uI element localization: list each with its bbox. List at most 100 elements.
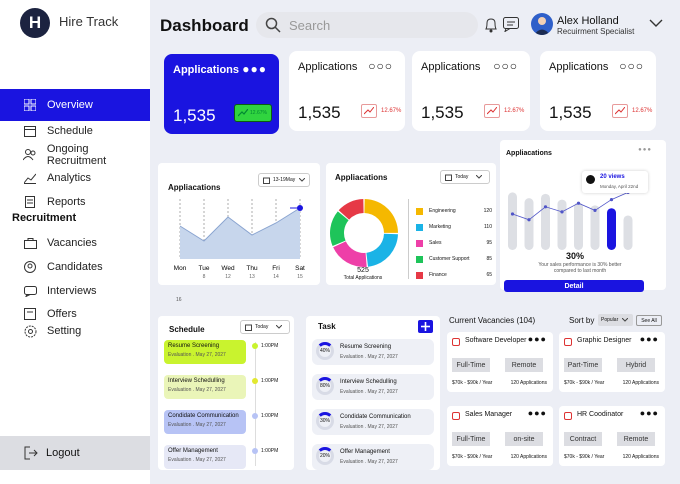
vacancy-salary: $70k - $90k / Year bbox=[564, 454, 605, 460]
search-input[interactable]: Search bbox=[256, 12, 478, 38]
message-icon[interactable] bbox=[503, 17, 519, 32]
task-item[interactable]: 80% Interview Schedulling Evaluation . May… bbox=[312, 374, 434, 400]
stat-card-highlight[interactable]: Applications ●●● 1,535 12.67% bbox=[164, 54, 279, 134]
progress-ring: 40% bbox=[316, 342, 334, 360]
trend-point bbox=[609, 198, 614, 202]
vacancy-tag: Part-Time bbox=[564, 358, 602, 372]
more-icon[interactable]: ●●● bbox=[639, 334, 659, 344]
nav-item-analytics[interactable]: Analytics bbox=[0, 167, 150, 189]
schedule-time: 1:00PM bbox=[261, 448, 279, 454]
nav-item-setting[interactable]: Setting bbox=[0, 320, 150, 342]
more-icon[interactable]: ●●● bbox=[638, 147, 652, 153]
more-icon[interactable]: ○○○ bbox=[368, 59, 393, 73]
schedule-item[interactable]: Resume Screening Evaluation . May 27, 202… bbox=[164, 340, 246, 364]
task-item[interactable]: 30% Condidate Communication Evaluation . M… bbox=[312, 409, 434, 435]
bell-icon[interactable] bbox=[484, 17, 498, 33]
more-icon[interactable]: ●●● bbox=[527, 408, 547, 418]
nav-item-overview[interactable]: Overview bbox=[0, 89, 150, 121]
bar bbox=[541, 193, 550, 250]
legend-label: Marketing bbox=[429, 224, 451, 230]
area-line bbox=[179, 207, 301, 242]
more-icon[interactable]: ○○○ bbox=[493, 59, 518, 73]
stat-card[interactable]: Applications ○○○ 1,535 12.67% bbox=[412, 51, 530, 131]
nav-item-offers[interactable]: Offers bbox=[0, 303, 150, 325]
period-select[interactable]: Today bbox=[440, 170, 490, 184]
legend-swatch bbox=[416, 207, 423, 215]
schedule-item[interactable]: Condidate Communication Evaluation . May … bbox=[164, 410, 246, 434]
task-item[interactable]: 40% Resume Screening Evaluation . May 27, … bbox=[312, 339, 434, 365]
user-name: Alex Holland bbox=[557, 15, 619, 27]
see-all-button[interactable]: See All bbox=[636, 315, 662, 326]
bar bbox=[557, 199, 567, 250]
chart-title: Appliacations bbox=[506, 150, 552, 157]
task-item-sub: Evaluation . May 27, 2027 bbox=[340, 389, 398, 395]
trend-up-icon bbox=[612, 104, 628, 118]
more-icon[interactable]: ○○○ bbox=[619, 59, 644, 73]
tooltip-date: Monday, April 22nd bbox=[600, 184, 639, 189]
x-sub-label: 13 bbox=[249, 274, 255, 280]
donut-slice bbox=[333, 241, 367, 267]
task-item-title: Offer Management bbox=[340, 449, 390, 455]
x-tick-label: Fri bbox=[272, 265, 280, 272]
legend-swatch bbox=[416, 271, 423, 279]
more-icon[interactable]: ●●● bbox=[639, 408, 659, 418]
add-task-button[interactable] bbox=[418, 320, 433, 333]
nav-item-schedule[interactable]: Schedule bbox=[0, 120, 150, 142]
nav-item-vacancies[interactable]: Vacancies bbox=[0, 232, 150, 254]
task-item-title: Condidate Communication bbox=[340, 414, 411, 420]
donut-slice bbox=[338, 199, 364, 220]
task-item-title: Resume Screening bbox=[340, 344, 392, 350]
legend-value: 120 bbox=[483, 208, 492, 214]
nav-label: Offers bbox=[47, 308, 77, 320]
logout-button[interactable]: Logout bbox=[0, 436, 150, 470]
period-select[interactable]: Today bbox=[240, 320, 290, 334]
progress-ring: 80% bbox=[316, 377, 334, 395]
more-icon[interactable]: ●●● bbox=[527, 334, 547, 344]
vacancy-apps: 120 Applications bbox=[510, 454, 547, 460]
schedule-item-title: Offer Management bbox=[168, 448, 218, 454]
sort-select[interactable]: Popular bbox=[598, 314, 633, 326]
x-tick-label: Wed bbox=[221, 265, 235, 272]
nav-item-interviews[interactable]: Interviews bbox=[0, 280, 150, 302]
vacancy-card[interactable]: Graphic Designer ●●● Part-Time Hybrid $70… bbox=[559, 332, 665, 392]
stat-title: Applications bbox=[421, 61, 481, 73]
nav-item-candidates[interactable]: Candidates bbox=[0, 256, 150, 278]
vacancy-card[interactable]: Software Developer ●●● Full-Time Remote $… bbox=[447, 332, 553, 392]
stat-title: Applications bbox=[549, 61, 609, 73]
trend-point bbox=[576, 201, 581, 205]
more-icon[interactable]: ●●● bbox=[242, 62, 267, 76]
views: 20 views bbox=[600, 174, 625, 180]
vacancy-tag: on-site bbox=[505, 432, 543, 446]
vacancy-card[interactable]: Sales Manager ●●● Full-Time on-site $70k … bbox=[447, 406, 553, 466]
bar bbox=[623, 215, 633, 250]
stat-card[interactable]: Applications ○○○ 1,535 12.67% bbox=[540, 51, 656, 131]
vacancy-card[interactable]: HR Coodinator ●●● Contract Remote $70k - … bbox=[559, 406, 665, 466]
logo-mark: H bbox=[20, 8, 50, 38]
search-placeholder: Search bbox=[289, 17, 331, 33]
nav-item-ongoing[interactable]: Ongoing Recruitment bbox=[0, 143, 150, 167]
nav-section-title: Recruitment bbox=[12, 212, 77, 224]
task-item[interactable]: 20% Offer Management Evaluation . May 27, … bbox=[312, 444, 434, 470]
chevron-down-icon[interactable] bbox=[649, 19, 663, 27]
schedule-item-sub: Evaluation . May 27, 2027 bbox=[168, 422, 226, 428]
vacancy-salary: $70k - $90k / Year bbox=[452, 380, 493, 386]
logout-label: Logout bbox=[46, 447, 80, 459]
job-icon bbox=[564, 412, 572, 420]
trend-point bbox=[527, 218, 531, 222]
task-item-title: Interview Schedulling bbox=[340, 379, 397, 385]
nav-item-reports[interactable]: Reports bbox=[0, 191, 150, 213]
detail-button[interactable]: Detail bbox=[504, 280, 644, 292]
document-icon bbox=[22, 194, 38, 210]
date-range-select[interactable]: 13-19May bbox=[258, 173, 310, 187]
task-item-sub: Evaluation . May 27, 2027 bbox=[340, 424, 398, 430]
legend-item: Sales 95 bbox=[416, 235, 492, 251]
stat-value: 1,535 bbox=[298, 103, 341, 122]
stat-value: 1,535 bbox=[173, 106, 216, 125]
avatar[interactable] bbox=[531, 13, 553, 35]
applications-donut-card: Appliacations Today 525 Total Applicatio… bbox=[326, 163, 496, 285]
stat-card[interactable]: Applications ○○○ 1,535 12.67% bbox=[289, 51, 405, 131]
schedule-item[interactable]: Interview Schedulling Evaluation . May 27… bbox=[164, 375, 246, 399]
calendar-icon bbox=[445, 174, 452, 181]
face-icon bbox=[586, 175, 595, 184]
schedule-item[interactable]: Offer Management Evaluation . May 27, 202… bbox=[164, 445, 246, 469]
